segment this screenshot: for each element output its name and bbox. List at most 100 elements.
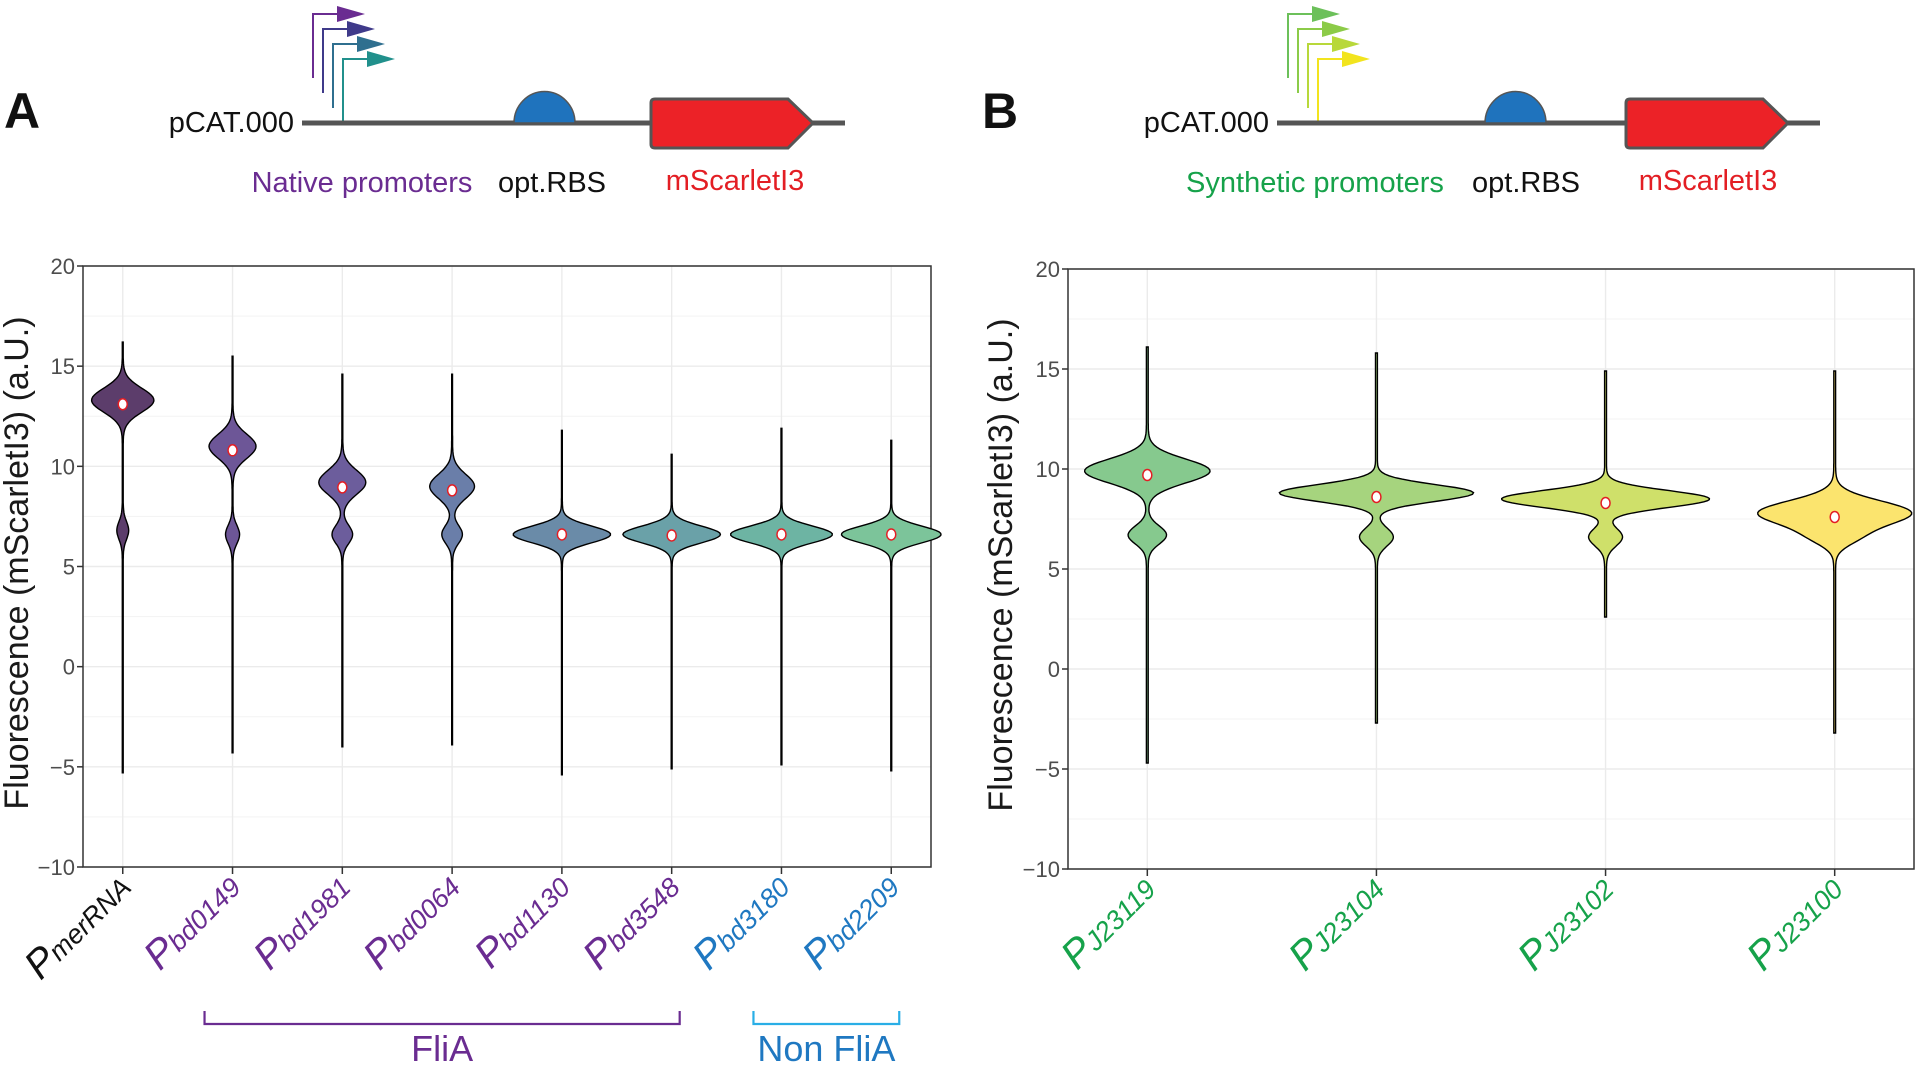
group-bracket (203, 1011, 681, 1026)
y-tick-label: 10 (51, 454, 75, 479)
promoter-arrow (332, 43, 359, 108)
mean-point (446, 484, 458, 497)
y-axis-title: Fluorescence (mScarletI3) (a.U.) (0, 316, 36, 809)
violin (1083, 346, 1211, 764)
cds-arrow-icon (1624, 97, 1791, 150)
rbs-label: opt.RBS (498, 167, 606, 199)
rbs-icon (513, 90, 576, 124)
x-tick-label: PmerRNA (16, 864, 139, 987)
label-subscript: J23102 (1535, 874, 1620, 959)
y-tick-label: −10 (1023, 857, 1060, 882)
label-subscript: J23104 (1306, 874, 1391, 959)
label-subscript: bd2209 (821, 872, 906, 957)
promoter-label: Synthetic promoters (1186, 167, 1444, 199)
label-subscript: bd0149 (162, 872, 247, 957)
promoter-arrow (1287, 13, 1314, 78)
y-tick-label: 15 (1036, 357, 1060, 382)
violin (428, 373, 476, 746)
violin (1278, 352, 1475, 724)
y-tick-label: −5 (50, 755, 75, 780)
cds-label: mScarletI3 (666, 165, 805, 197)
violin (208, 355, 257, 754)
y-tick-label: −5 (1035, 757, 1060, 782)
violin-plot-b: −10 −5 0 5 10 15 20 PJ23119 PJ23104 PJ23102 PJ2310… (1023, 257, 1915, 979)
x-tick-label: Pbd0149 (135, 864, 249, 978)
mean-point (886, 528, 897, 541)
promoter-arrow-head (1332, 36, 1360, 52)
panel-letter-b: B (982, 83, 1018, 139)
label-subscript: merRNA (43, 872, 137, 966)
promoter-arrow-head (367, 51, 395, 67)
construct-label: pCAT.000 (1144, 107, 1269, 139)
violin (1757, 370, 1913, 734)
promoter-arrow-head (1312, 6, 1340, 22)
violin (90, 341, 155, 774)
mean-point (1142, 468, 1153, 482)
rbs-icon (1484, 90, 1547, 124)
label-subscript: bd1981 (272, 872, 357, 957)
label-subscript: J23100 (1764, 874, 1849, 959)
promoter-arrow-head (347, 21, 375, 37)
construct-label: pCAT.000 (169, 107, 294, 139)
y-tick-label: 15 (51, 354, 75, 379)
panel-letter-a: A (4, 83, 40, 139)
x-tick-label: PJ23119 (1052, 866, 1163, 977)
panel-b-diagram: B pCAT.000 Synthetic promoters opt.RBS m… (982, 6, 1820, 199)
promoter-arrow-head (357, 36, 385, 52)
group-label: Non FliA (757, 1028, 895, 1068)
y-tick-label: 10 (1036, 457, 1060, 482)
promoter-arrow (312, 13, 339, 78)
y-tick-label: 5 (63, 555, 75, 580)
label-subscript: bd3548 (601, 872, 686, 957)
label-subscript: J23119 (1078, 874, 1161, 957)
x-tick-label: Pbd1130 (466, 864, 578, 976)
violin (840, 439, 942, 772)
x-tick-label: Pbd2209 (794, 864, 908, 978)
mean-point (1371, 490, 1382, 504)
x-tick-label: PJ23104 (1280, 866, 1393, 979)
promoter-arrow-head (1342, 51, 1370, 67)
promoter-arrows-icon (1287, 6, 1370, 123)
mean-point (776, 528, 787, 541)
y-tick-label: 0 (1048, 657, 1060, 682)
violin (729, 427, 834, 766)
mean-point (117, 397, 128, 411)
cds-arrow-icon (649, 97, 816, 150)
rbs-label: opt.RBS (1472, 167, 1580, 199)
y-tick-label: 0 (63, 655, 75, 680)
mean-point (1829, 510, 1840, 524)
y-tick-label: 5 (1048, 557, 1060, 582)
promoter-arrow (1297, 28, 1324, 93)
label-subscript: bd0064 (381, 872, 466, 957)
violin-plot-a: −10 −5 0 5 10 15 20 PmerRNAPbd0149Pbd1981Pbd006… (16, 254, 942, 987)
mean-point (1600, 496, 1611, 510)
promoter-arrow-head (337, 6, 365, 22)
y-tick-label: 20 (51, 254, 75, 279)
mean-point (556, 528, 568, 541)
promoter-arrow (1317, 58, 1344, 123)
promoter-arrows-icon (312, 6, 395, 123)
x-tick-label: PJ23102 (1509, 866, 1622, 979)
mean-point (227, 444, 238, 457)
promoter-arrow (322, 28, 349, 93)
mean-point (337, 481, 348, 494)
y-axis-title: Fluorescence (mScarletI3) (a.U.) (982, 318, 1020, 811)
promoter-arrow (342, 58, 369, 123)
y-tick-label: 20 (1036, 257, 1060, 282)
label-subscript: bd3180 (711, 872, 796, 957)
x-tick-label: Pbd0064 (355, 864, 469, 978)
promoter-arrow-head (1322, 21, 1350, 37)
y-tick-label: −10 (38, 855, 75, 880)
violin (512, 429, 612, 776)
violin (622, 453, 722, 770)
group-bracket (752, 1011, 901, 1026)
group-label: FliA (411, 1028, 473, 1068)
promoter-label: Native promoters (252, 167, 473, 199)
x-tick-label: PJ23100 (1738, 866, 1851, 979)
promoter-groups: FliA Non FliA (203, 1011, 901, 1069)
cds-label: mScarletI3 (1639, 165, 1778, 197)
promoter-arrow (1307, 43, 1334, 108)
panel-a-diagram: A pCAT.000 Native promoters opt.RBS mSca… (4, 6, 845, 199)
x-tick-label: Pbd3548 (574, 864, 688, 978)
